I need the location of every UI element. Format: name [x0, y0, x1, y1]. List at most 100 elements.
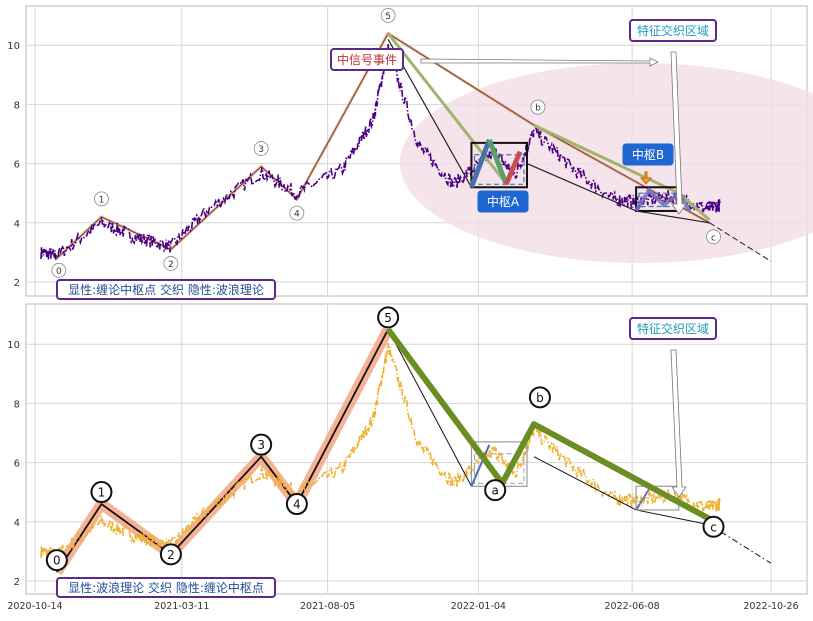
wave-marker-top-0: 0: [51, 262, 67, 278]
y-tick-label-top-10: 10: [7, 41, 20, 52]
x-tick-label-5: 2022-10-26: [743, 601, 798, 612]
wave-path-bottom: [56, 328, 389, 573]
zhongshu-a-inner: [473, 154, 525, 185]
wave-marker-circle: [45, 549, 68, 572]
wave-marker-bottom-0: 0: [45, 549, 68, 572]
region-label-bottom-box: [629, 317, 717, 340]
interweave-region-ellipse: [400, 63, 813, 263]
zhongshu-b-label: 中枢B: [622, 143, 674, 166]
wave-label-bottom-c: c: [710, 520, 717, 534]
x-tick-label-1: 2021-03-11: [154, 601, 209, 612]
y-tick-label-top-4: 4: [14, 219, 20, 230]
legend-bottom-text: 显性:波浪理论 交织 隐性:缠论中枢点: [68, 580, 264, 595]
wave-label-bottom-0: 0: [53, 554, 61, 568]
wave-label-bottom-5: 5: [384, 311, 392, 325]
x-tick-label-3: 2022-01-04: [451, 601, 506, 612]
wave-marker-bottom-5: 5: [377, 306, 400, 329]
y-tick-label-bot-4: 4: [14, 518, 20, 529]
wave-marker-bottom-c: c: [702, 515, 725, 538]
region-label-top: 特征交织区域: [629, 19, 717, 42]
region-label-top-box: [629, 19, 717, 42]
legend-top: 显性:缠论中枢点 交织 隐性:波浪理论: [56, 279, 276, 300]
y-tick-label-bot-6: 6: [14, 459, 20, 470]
wave-label-top-c: c: [711, 233, 716, 243]
wave-label-top-b: b: [535, 104, 541, 114]
zhongshu-b-legs: [634, 187, 692, 213]
zhongshu-a-label-text: 中枢A: [487, 194, 520, 209]
wave-marker-circle: [702, 515, 725, 538]
zhongshu-a-label: 中枢A: [477, 190, 529, 213]
zhongshu-a-leg-bottom: [470, 444, 491, 487]
y-tick-label-bot-8: 8: [14, 399, 20, 410]
wave-label-top-3: 3: [258, 145, 264, 155]
wave-marker-top-5: 5: [380, 7, 396, 23]
zhongshu-a-label-box: [477, 190, 529, 213]
legend-bottom: 显性:波浪理论 交织 隐性:缠论中枢点: [56, 577, 276, 598]
wave-marker-circle: [528, 386, 551, 409]
wave-label-bottom-1: 1: [98, 486, 106, 500]
y-tick-label-top-2: 2: [14, 278, 20, 289]
wave-label-bottom-a: a: [492, 484, 499, 498]
legend-top-text: 显性:缠论中枢点 交织 隐性:波浪理论: [68, 282, 264, 297]
wave-label-bottom-4: 4: [293, 498, 301, 512]
wave-marker-circle: [250, 433, 273, 456]
wave-marker-bottom-a: a: [484, 479, 507, 502]
wave-marker-circle: [159, 543, 182, 566]
zone-b-arrow: [639, 171, 653, 185]
wave-marker-circle: [380, 7, 396, 23]
x-tick-label-0: 2020-10-14: [7, 601, 62, 612]
wave-label-bottom-b: b: [536, 391, 544, 405]
legend-top-box: [56, 279, 276, 300]
wave-marker-circle: [484, 479, 507, 502]
zhongshu-a-down-leg: [486, 139, 509, 186]
wave-label-top-1: 1: [99, 195, 105, 205]
wave-marker-top-b: b: [530, 99, 546, 115]
legend-bottom-box: [56, 577, 276, 598]
wave-marker-circle: [94, 191, 109, 207]
region-arrow-bottom: [670, 349, 687, 498]
region-label-bottom-text: 特征交织区域: [637, 321, 709, 336]
signal-event-label-box: [330, 48, 404, 71]
wave-marker-circle: [163, 256, 179, 271]
price-series-top: [40, 44, 721, 261]
down-leg-5a-bottom: [387, 329, 472, 487]
zhongshu-b-leg-bottom: [635, 488, 650, 511]
region-label-top-text: 特征交织区域: [637, 23, 709, 38]
zhongshu-b-label-text: 中枢B: [632, 147, 664, 162]
zhongshu-b-box-bottom: [635, 485, 680, 511]
wave-label-bottom-3: 3: [257, 438, 265, 452]
wave-marker-circle: [377, 306, 400, 329]
projection-dashed-bottom: [709, 524, 772, 564]
wave-marker-bottom-1: 1: [90, 481, 113, 504]
zhongshu-a-up-leg: [469, 139, 492, 189]
wave-marker-top-2: 2: [163, 256, 179, 271]
wave-label-top-5: 5: [385, 12, 391, 22]
signal-event-label-text: 中信号事件: [337, 52, 397, 67]
signal-event-label: 中信号事件: [330, 48, 404, 71]
wave-marker-circle: [530, 99, 546, 115]
region-label-bottom: 特征交织区域: [629, 317, 717, 340]
wave-marker-circle: [289, 205, 305, 221]
wave-abc-legs-bottom: [385, 327, 711, 522]
zhongshu-b-inner: [638, 192, 677, 208]
wave-label-top-2: 2: [168, 260, 174, 270]
y-tick-label-top-8: 8: [14, 100, 20, 111]
wave-marker-bottom-2: 2: [159, 543, 182, 566]
wave-label-bottom-2: 2: [167, 548, 175, 562]
y-tick-label-top-6: 6: [14, 160, 20, 171]
wave-marker-top-4: 4: [289, 205, 305, 221]
wave-marker-circle: [90, 481, 113, 504]
wave-marker-circle: [285, 493, 308, 516]
wave-label-top-4: 4: [294, 210, 300, 220]
zhongshu-a-box: [470, 141, 528, 189]
y-tick-label-bot-10: 10: [7, 340, 20, 351]
wave-marker-circle: [253, 141, 269, 156]
region-arrow-top: [670, 51, 687, 215]
x-tick-label-2: 2021-08-05: [300, 601, 355, 612]
signal-arrow: [420, 57, 659, 67]
wave-marker-bottom-3: 3: [250, 433, 273, 456]
zhongshu-a-inner-bottom: [473, 453, 525, 484]
wave-marker-top-1: 1: [94, 191, 109, 207]
